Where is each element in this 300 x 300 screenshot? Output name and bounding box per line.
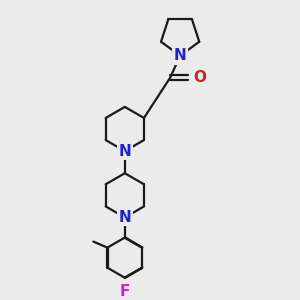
Text: N: N [118, 144, 131, 159]
Text: N: N [118, 210, 131, 225]
Text: F: F [120, 284, 130, 299]
Text: N: N [174, 48, 187, 63]
Text: O: O [193, 70, 206, 85]
